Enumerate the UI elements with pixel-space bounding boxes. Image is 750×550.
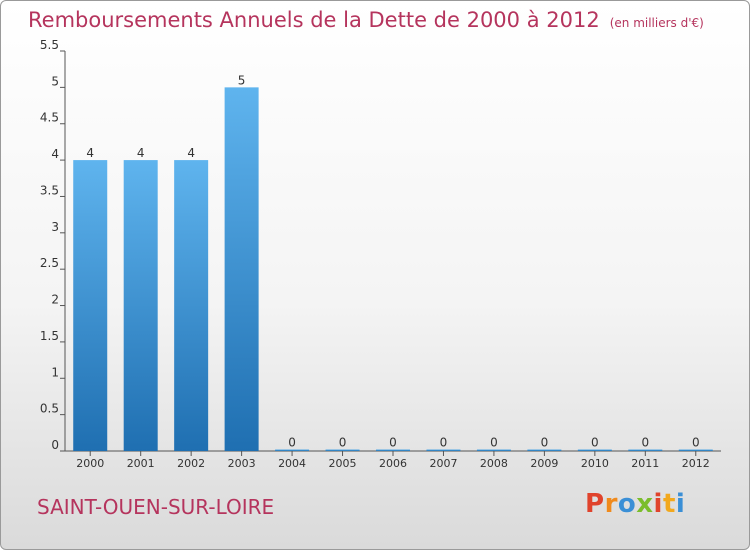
bar-2012: [678, 449, 713, 451]
chart-title-block: Remboursements Annuels de la Dette de 20…: [28, 8, 704, 32]
bar-value-label: 0: [389, 436, 397, 450]
chart-unit: (en milliers d'€): [609, 16, 704, 30]
bar-2005: [325, 449, 360, 451]
commune-name: SAINT-OUEN-SUR-LOIRE: [37, 495, 275, 519]
proxiti-logo: Proxiti: [585, 489, 685, 519]
bar-value-label: 4: [187, 146, 195, 160]
bar-value-label: 5: [238, 73, 246, 87]
bar-2010: [577, 449, 612, 451]
bar-2007: [426, 449, 461, 451]
bar-value-label: 0: [641, 436, 649, 450]
bar-2006: [376, 449, 410, 451]
logo-letter: o: [617, 489, 637, 519]
bar-2002: [174, 160, 209, 451]
bar-value-label: 0: [692, 436, 700, 450]
x-tick-label: 2007: [429, 457, 457, 470]
bar-2000: [73, 160, 108, 451]
y-axis: 0 0.5 1 1.5 2 2.5 3 3.5 4 4.5 5 5.5: [40, 38, 66, 452]
y-tick-label: 4: [51, 147, 59, 161]
bar-chart: 00.511.522.533.544.555.5 2000 2001 2002 200…: [40, 38, 721, 470]
bar-2001: [123, 160, 158, 451]
bar-value-label: 0: [490, 436, 498, 450]
y-tick-label: 5.5: [40, 38, 59, 52]
bar-value-labels: 4 4 4 5 0 0 0 0 0 0 0 0 0: [86, 73, 699, 449]
x-axis: 2000 2001 2002 2003 2004 2005 2006 2007 2008 2009…: [65, 450, 721, 470]
bar-value-label: 4: [137, 146, 145, 160]
y-tick-label: 1: [51, 365, 59, 379]
y-tick-label: 2.5: [40, 256, 59, 270]
y-tick-label: 3.5: [40, 183, 59, 197]
bar-value-label: 4: [86, 146, 94, 160]
logo-letter: r: [604, 489, 618, 519]
bar-value-label: 0: [591, 436, 599, 450]
bar-2003: [224, 87, 259, 451]
y-tick-label: 0.5: [40, 402, 59, 416]
x-tick-label: 2003: [228, 457, 256, 470]
logo-letter: t: [662, 489, 676, 519]
y-tick-label: 4.5: [40, 111, 59, 125]
x-tick-label: 2002: [177, 457, 205, 470]
x-tick-label: 2008: [480, 457, 508, 470]
y-tick-label: 1.5: [40, 329, 59, 343]
logo-letter: P: [585, 489, 605, 519]
bar-value-label: 0: [440, 436, 448, 450]
y-tick-label: 0: [51, 438, 59, 452]
bar-value-label: 0: [541, 436, 549, 450]
x-tick-label: 2005: [329, 457, 357, 470]
x-tick-label: 2009: [530, 457, 558, 470]
y-tick-label: 2: [51, 293, 59, 307]
x-tick-label: 2000: [76, 457, 104, 470]
logo-letter: i: [653, 489, 663, 519]
logo-letter: x: [636, 489, 654, 519]
x-tick-label: 2004: [278, 457, 306, 470]
bar-2004: [275, 449, 310, 451]
x-tick-label: 2006: [379, 457, 407, 470]
x-tick-label: 2001: [127, 457, 155, 470]
bar-2011: [628, 449, 663, 451]
y-tick-label: 3: [51, 220, 59, 234]
bar-value-label: 0: [288, 436, 296, 450]
bar-value-label: 0: [339, 436, 347, 450]
x-tick-label: 2011: [631, 457, 659, 470]
bar-2009: [527, 449, 562, 451]
chart-title: Remboursements Annuels de la Dette de 20…: [28, 8, 600, 32]
x-tick-label: 2012: [682, 457, 710, 470]
x-tick-label: 2010: [581, 457, 609, 470]
bar-2008: [476, 449, 511, 451]
bars: [73, 87, 713, 451]
logo-letter: i: [675, 489, 686, 519]
y-tick-label: 5: [51, 74, 59, 88]
